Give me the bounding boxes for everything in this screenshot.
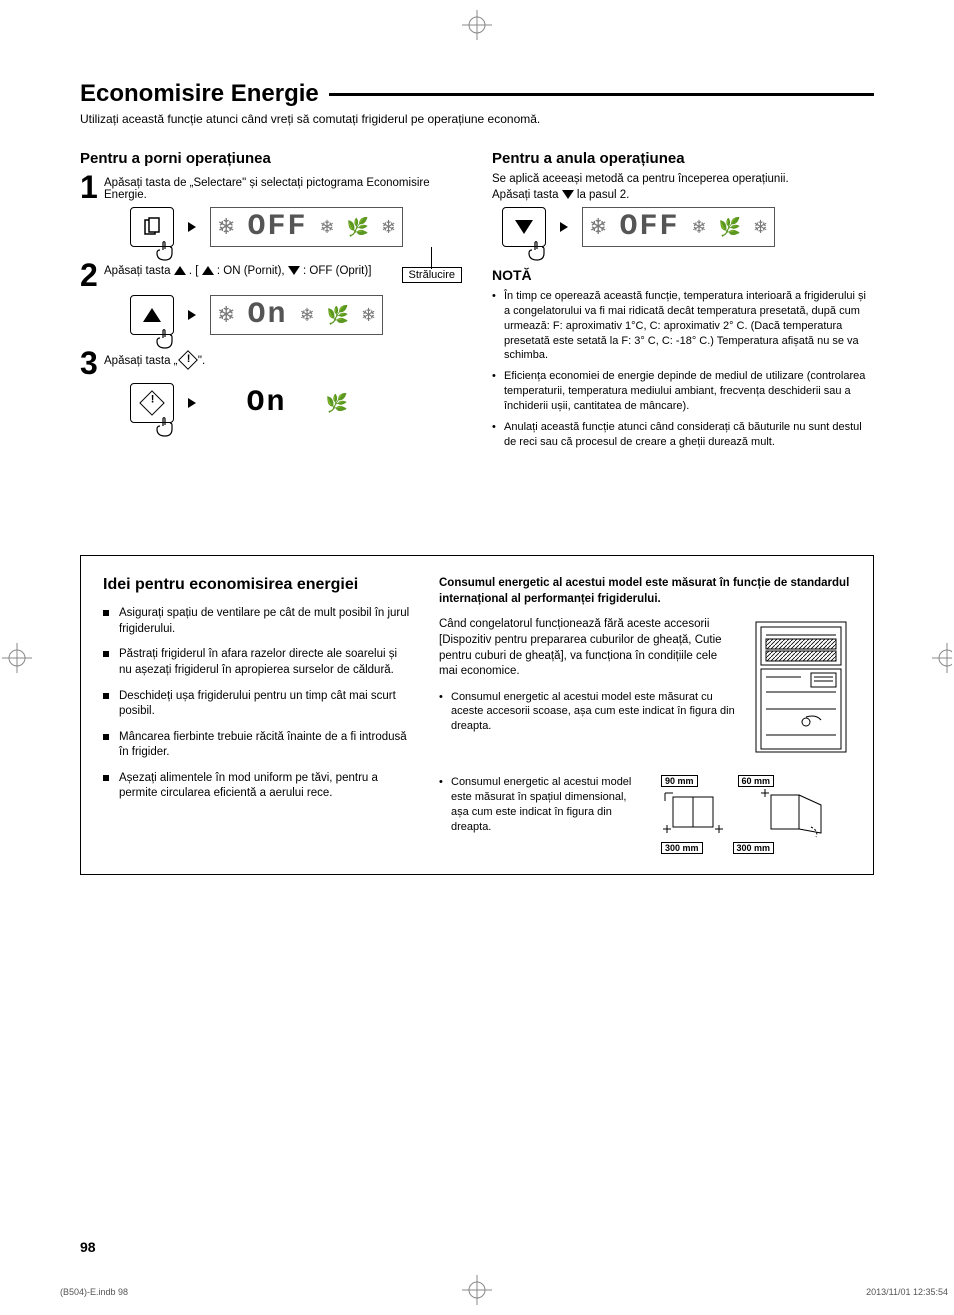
arrow-right-icon (560, 222, 568, 232)
energy-saving-tips-box: Idei pentru economisirea energiei Asigur… (80, 555, 874, 875)
arrow-right-icon (188, 310, 196, 320)
step-1-display: ❄ OFF ❄ 🌿 ❄ Strălucire (130, 207, 462, 247)
down-triangle-icon (288, 266, 300, 275)
step-2-display: ❄ On ❄ 🌿 ❄ (130, 295, 462, 335)
footer: (B504)-E.indb 98 2013/11/01 12:35:54 (60, 1287, 954, 1297)
hand-icon (155, 416, 177, 438)
dim-bot-right: 300 mm (733, 842, 775, 854)
lcd-text-1: OFF (247, 210, 307, 244)
footer-timestamp: 2013/11/01 12:35:54 (866, 1287, 948, 1297)
step-1-number: 1 (80, 173, 104, 201)
intro-text: Utilizați această funcție atunci când vr… (80, 112, 874, 126)
confirm-diamond-icon (178, 350, 198, 370)
start-operation-section: Pentru a porni operațiunea 1 Apăsați tas… (80, 150, 462, 455)
dim-bot-left: 300 mm (661, 842, 703, 854)
lcd-text-cancel: OFF (619, 210, 679, 244)
eco-leaf-icon: 🌿 (326, 393, 348, 414)
fridge-diagram-icon (751, 617, 851, 757)
page-number: 98 (80, 1239, 96, 1255)
cancel-line-1: Se aplică aceeași metodă ca pentru încep… (492, 173, 874, 185)
arrow-right-icon (188, 398, 196, 408)
arrow-right-icon (188, 222, 196, 232)
nota-list: În timp ce operează această funcție, tem… (492, 289, 874, 449)
shine-callout: Strălucire (402, 267, 462, 283)
step-3-display: ❄ On ❄ 🌿 (130, 383, 462, 423)
tips-heading: Idei pentru economisirea energiei (103, 576, 413, 594)
consumption-heading: Consumul energetic al acestui model este… (439, 576, 851, 607)
lcd-text-2: On (247, 298, 287, 332)
down-button-icon (502, 207, 546, 247)
tips-item: Asigurați spațiu de ventilare pe cât de … (103, 606, 413, 637)
footer-file: (B504)-E.indb 98 (60, 1287, 128, 1297)
tips-item: Așezați alimentele în mod uniform pe tăv… (103, 771, 413, 802)
lcd-display-2: ❄ On ❄ 🌿 ❄ (210, 295, 383, 335)
tips-item: Păstrați frigiderul în afara razelor dir… (103, 647, 413, 678)
registration-mark-left (2, 643, 32, 673)
step-3: 3 Apăsați tasta „ ". (80, 349, 462, 377)
nota-heading: NOTĂ (492, 267, 874, 283)
up-triangle-icon (174, 266, 186, 275)
select-button-icon (130, 207, 174, 247)
confirm-button-icon (130, 383, 174, 423)
step-3-text: Apăsați tasta „ ". (104, 349, 205, 367)
step-2-text: Apăsați tasta . [ : ON (Pornit), : OFF (… (104, 261, 371, 277)
eco-leaf-icon: 🌿 (719, 217, 741, 238)
nota-item: Eficiența economiei de energie depinde d… (492, 369, 874, 414)
step-3-number: 3 (80, 349, 104, 377)
step-2-number: 2 (80, 261, 104, 289)
cancel-display: ❄ OFF ❄ 🌿 ❄ (502, 207, 874, 247)
hand-icon (527, 240, 549, 262)
eco-leaf-icon: 🌿 (327, 305, 349, 326)
consumption-para-1: Când congelatorul funcționează fără aces… (439, 617, 737, 679)
cancel-heading: Pentru a anula operațiunea (492, 150, 874, 167)
lcd-display-1: ❄ OFF ❄ 🌿 ❄ (210, 207, 403, 247)
cancel-line-2: Apăsați tasta la pasul 2. (492, 189, 874, 201)
hand-icon (155, 240, 177, 262)
page-title: Economisire Energie (80, 80, 874, 108)
tips-item: Deschideți ușa frigiderului pentru un ti… (103, 689, 413, 720)
dim-top-right: 60 mm (738, 775, 775, 787)
consumption-bullet-1: Consumul energetic al acestui model este… (439, 690, 737, 735)
cancel-operation-section: Pentru a anula operațiunea Se aplică ace… (492, 150, 874, 455)
step-1-text: Apăsați tasta de „Selectare" și selectaț… (104, 173, 462, 201)
down-triangle-icon (562, 190, 574, 199)
lcd-display-cancel: ❄ OFF ❄ 🌿 ❄ (582, 207, 775, 247)
up-triangle-icon-2 (202, 266, 214, 275)
lcd-text-3: On (246, 386, 286, 420)
tips-item: Mâncarea fierbinte trebuie răcită înaint… (103, 730, 413, 761)
dimension-diagram: 90 mm 60 mm 300 mm (661, 775, 851, 854)
consumption-bullet-2: Consumul energetic al acestui model este… (439, 775, 647, 834)
eco-leaf-icon: 🌿 (347, 217, 369, 238)
up-button-icon (130, 295, 174, 335)
start-heading: Pentru a porni operațiunea (80, 150, 462, 167)
registration-mark-top (462, 10, 492, 40)
step-1: 1 Apăsați tasta de „Selectare" și select… (80, 173, 462, 201)
lcd-display-3: ❄ On ❄ 🌿 (210, 384, 354, 422)
nota-item: În timp ce operează această funcție, tem… (492, 289, 874, 363)
dim-top-left: 90 mm (661, 775, 698, 787)
tips-list: Asigurați spațiu de ventilare pe cât de … (103, 606, 413, 801)
registration-mark-right (932, 643, 952, 673)
hand-icon (155, 328, 177, 350)
nota-item: Anulați această funcție atunci când cons… (492, 420, 874, 450)
